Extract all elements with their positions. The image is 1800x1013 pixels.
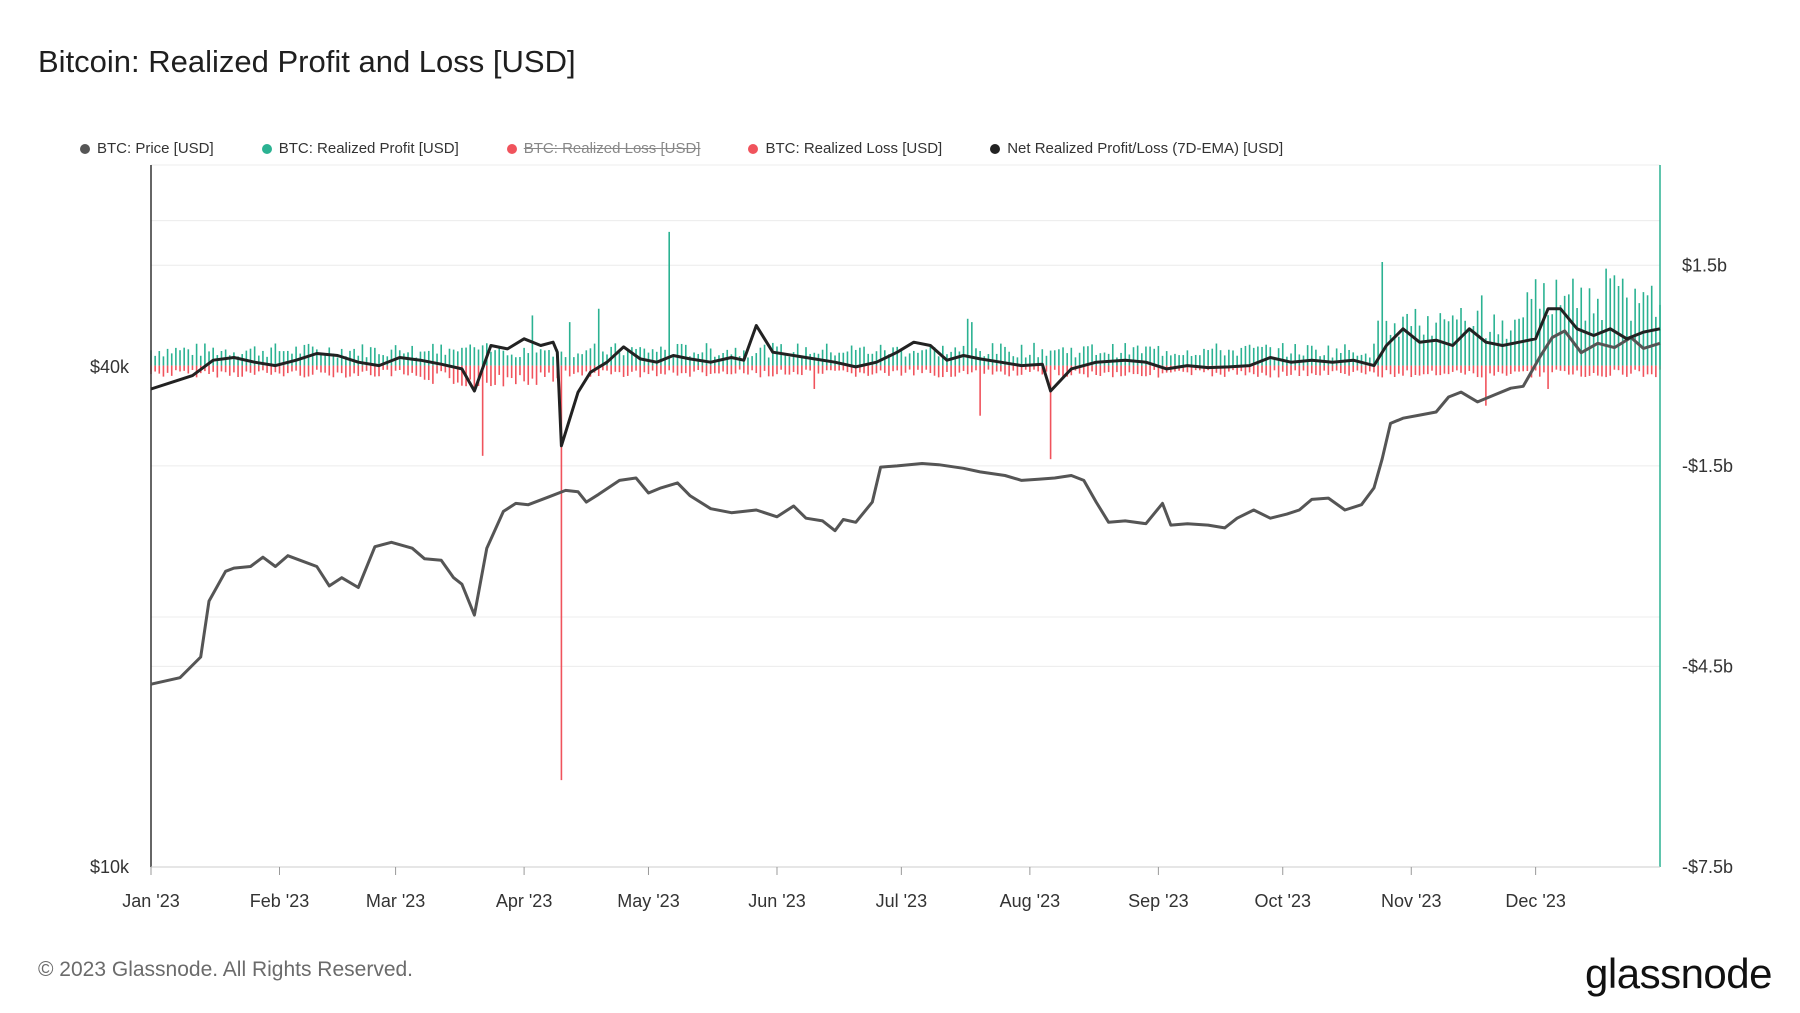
legend-item-realized-loss[interactable]: BTC: Realized Loss [USD] — [748, 140, 942, 157]
legend-label-price: BTC: Price [USD] — [97, 140, 214, 157]
x-tick-label: Mar '23 — [366, 891, 425, 911]
net-realized-line — [150, 307, 1661, 448]
legend-dot-net-realized — [990, 143, 1001, 154]
legend-item-net-realized[interactable]: Net Realized Profit/Loss (7D-EMA) [USD] — [990, 140, 1283, 157]
x-tick-label: Apr '23 — [496, 891, 552, 911]
right-tick-label: -$1.5b — [1682, 456, 1733, 476]
x-tick-label: Feb '23 — [250, 891, 309, 911]
x-tick-label: Jul '23 — [876, 891, 927, 911]
glassnode-logo: glassnode — [1585, 950, 1772, 997]
right-tick-label: $1.5b — [1682, 255, 1727, 275]
series-lines — [150, 307, 1661, 686]
x-tick-label: Jan '23 — [122, 891, 179, 911]
gridlines — [151, 164, 1660, 667]
left-tick-label: $40k — [90, 357, 130, 377]
legend-item-price[interactable]: BTC: Price [USD] — [80, 140, 214, 157]
copyright-footer: © 2023 Glassnode. All Rights Reserved. — [38, 958, 414, 981]
x-tick-label: May '23 — [617, 891, 679, 911]
right-tick-label: -$4.5b — [1682, 656, 1733, 676]
x-tick-label: Aug '23 — [1000, 891, 1061, 911]
x-tick-label: Dec '23 — [1505, 891, 1565, 911]
legend-dot-realized-loss-hidden — [506, 143, 517, 154]
realized-profit-bars — [150, 231, 1661, 366]
legend-dot-realized-profit — [261, 143, 272, 154]
legend-label-realized-loss-hidden: BTC: Realized Loss [USD] — [523, 140, 701, 157]
axes — [150, 165, 1661, 875]
legend-label-realized-loss: BTC: Realized Loss [USD] — [765, 140, 943, 157]
x-tick-label: Oct '23 — [1255, 891, 1311, 911]
legend-item-realized-loss-hidden[interactable]: BTC: Realized Loss [USD] — [506, 140, 701, 157]
price-line — [150, 329, 1661, 686]
x-tick-label: Sep '23 — [1128, 891, 1189, 911]
legend-item-realized-profit[interactable]: BTC: Realized Profit [USD] — [261, 140, 459, 157]
legend: BTC: Price [USD] BTC: Realized Profit [U… — [80, 140, 1283, 157]
chart-title: Bitcoin: Realized Profit and Loss [USD] — [38, 44, 576, 79]
legend-dot-price — [80, 143, 90, 154]
axis-labels: Jan '23 Feb '23 Mar '23 Apr '23 May '23 Jun '… — [90, 255, 1733, 911]
left-tick-label: $10k — [90, 857, 130, 877]
right-tick-label: -$7.5b — [1682, 857, 1733, 877]
legend-label-realized-profit: BTC: Realized Profit [USD] — [278, 140, 459, 157]
realized-loss-bars — [150, 365, 1661, 781]
x-tick-label: Nov '23 — [1381, 891, 1441, 911]
legend-label-net-realized: Net Realized Profit/Loss (7D-EMA) [USD] — [1007, 140, 1284, 157]
x-tick-label: Jun '23 — [748, 891, 805, 911]
legend-dot-realized-loss — [748, 143, 759, 154]
